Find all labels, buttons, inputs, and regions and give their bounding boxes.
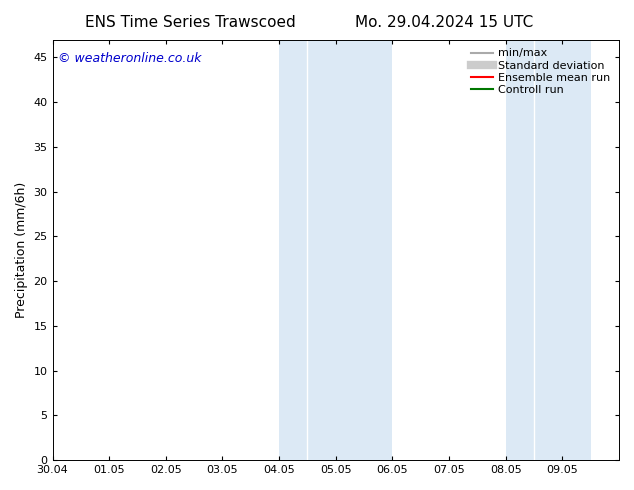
Text: © weatheronline.co.uk: © weatheronline.co.uk	[58, 52, 202, 65]
Text: ENS Time Series Trawscoed: ENS Time Series Trawscoed	[85, 15, 295, 30]
Legend: min/max, Standard deviation, Ensemble mean run, Controll run: min/max, Standard deviation, Ensemble me…	[468, 45, 614, 98]
Text: Mo. 29.04.2024 15 UTC: Mo. 29.04.2024 15 UTC	[354, 15, 533, 30]
Y-axis label: Precipitation (mm/6h): Precipitation (mm/6h)	[15, 182, 28, 318]
Bar	[506, 40, 591, 460]
Bar	[279, 40, 392, 460]
